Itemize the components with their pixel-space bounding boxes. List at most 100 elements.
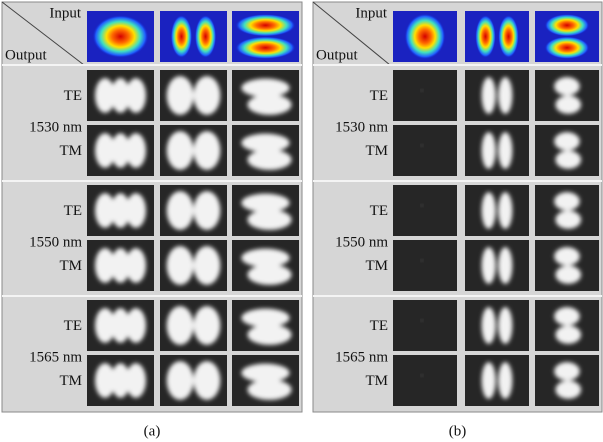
mode-lobe: [482, 192, 496, 229]
mode-lobe: [545, 37, 590, 59]
mode-lobe: [241, 249, 289, 267]
mode-lobe: [247, 94, 291, 114]
mode-lobe: [482, 77, 496, 114]
wavelength-label: 1530 nm: [335, 119, 388, 135]
mode-lobe: [545, 14, 590, 36]
mode-lobe: [554, 77, 580, 95]
figure: Input Output TE TM 1530 nm TE TM 1550 nm TE TM 156…: [0, 0, 603, 442]
mode-lobe: [482, 247, 496, 284]
output-mode-image: [465, 355, 529, 406]
polarization-label: TE: [64, 203, 82, 219]
mode-lobe: [498, 77, 512, 114]
mode-lobe: [405, 14, 446, 60]
output-mode-image: [465, 240, 529, 291]
output-blobs: [95, 248, 146, 283]
output-blobs: [421, 144, 424, 146]
wavelength-label: 1530 nm: [29, 119, 82, 135]
output-label: Output: [5, 47, 48, 63]
mode-lobe: [498, 362, 512, 399]
wavelength-label: 1550 nm: [29, 234, 82, 250]
mode-lobe: [498, 15, 518, 58]
mode-lobe: [498, 307, 512, 344]
mode-lobe: [555, 266, 581, 284]
mode-lobe: [194, 361, 221, 400]
output-blobs: [421, 374, 424, 376]
output-mode-image: [465, 70, 529, 121]
polarization-label: TE: [370, 203, 388, 219]
mode-lobe: [126, 78, 146, 113]
mode-lobe: [247, 379, 291, 399]
mode-lobe: [482, 362, 496, 399]
mode-lobe: [167, 306, 194, 345]
mode-lobe: [194, 131, 221, 170]
mode-lobe: [555, 381, 581, 399]
polarization-label: TM: [60, 258, 83, 274]
mode-lobe: [126, 133, 146, 168]
panel-caption: (a): [144, 423, 161, 439]
wavelength-label: 1550 nm: [335, 234, 388, 250]
mode-lobe: [421, 319, 424, 321]
output-mode-image: [465, 185, 529, 236]
mode-lobe: [247, 264, 291, 284]
mode-lobe: [498, 247, 512, 284]
wavelength-label: 1565 nm: [29, 349, 82, 365]
panel-caption: (b): [449, 423, 467, 439]
mode-lobe: [421, 89, 424, 91]
mode-lobe: [194, 76, 221, 115]
output-mode-image: [465, 125, 529, 176]
input-mode-image: [465, 11, 529, 62]
mode-lobe: [126, 363, 146, 398]
output-mode-image: [393, 70, 457, 121]
output-mode-image: [393, 240, 457, 291]
output-mode-image: [393, 300, 457, 351]
mode-lobe: [126, 248, 146, 283]
input-label: Input: [355, 5, 387, 21]
polarization-label: TM: [60, 143, 83, 159]
output-blobs: [421, 89, 424, 91]
input-mode-image: [160, 11, 227, 62]
wavelength-label: 1565 nm: [335, 349, 388, 365]
output-blobs: [95, 193, 146, 228]
mode-lobe: [554, 247, 580, 265]
mode-lobe: [241, 79, 289, 97]
mode-lobe: [167, 246, 194, 285]
mode-lobe: [555, 96, 581, 114]
mode-lobe: [482, 132, 496, 169]
mode-lobe: [167, 361, 194, 400]
mode-lobe: [555, 211, 581, 229]
mode-lobe: [554, 192, 580, 210]
mode-lobe: [92, 15, 148, 58]
mode-lobe: [167, 191, 194, 230]
mode-lobe: [421, 259, 424, 261]
mode-lobe: [421, 374, 424, 376]
mode-lobe: [554, 132, 580, 150]
output-blobs: [421, 204, 424, 206]
mode-lobe: [241, 194, 289, 212]
mode-lobe: [555, 326, 581, 344]
mode-lobe: [247, 149, 291, 169]
polarization-label: TM: [60, 373, 83, 389]
output-mode-image: [465, 300, 529, 351]
output-mode-image: [393, 185, 457, 236]
output-blobs: [95, 133, 146, 168]
mode-lobe: [241, 309, 289, 327]
mode-lobe: [247, 209, 291, 229]
mode-lobe: [171, 15, 192, 58]
polarization-label: TE: [370, 318, 388, 334]
polarization-label: TE: [64, 318, 82, 334]
mode-lobe: [554, 362, 580, 380]
mode-lobe: [167, 131, 194, 170]
output-blobs: [95, 308, 146, 343]
mode-lobe: [194, 306, 221, 345]
polarization-label: TM: [366, 373, 389, 389]
output-label: Output: [316, 47, 359, 63]
polarization-label: TM: [366, 258, 389, 274]
mode-lobe: [241, 364, 289, 382]
polarization-label: TM: [366, 143, 389, 159]
mode-lobe: [554, 307, 580, 325]
mode-lobe: [498, 192, 512, 229]
mode-lobe: [421, 144, 424, 146]
mode-lobe: [126, 193, 146, 228]
